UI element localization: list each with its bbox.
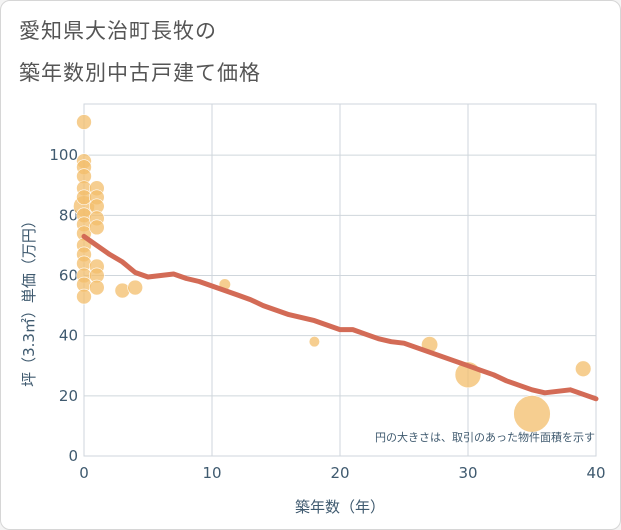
scatter-point: [575, 360, 592, 377]
x-tick-label: 20: [330, 464, 349, 482]
scatter-point: [308, 336, 321, 348]
x-tick-labels: 0 10 20 30 40: [79, 464, 605, 482]
scatter-point: [114, 282, 131, 299]
y-tick-label: 80: [59, 206, 78, 224]
y-axis-title: 坪（3.3㎡）単価（万円）: [20, 213, 38, 387]
x-tick-label: 10: [202, 464, 221, 482]
x-tick-label: 0: [79, 464, 89, 482]
y-tick-label: 20: [59, 387, 78, 405]
scatter-point: [127, 279, 143, 296]
x-axis-title: 築年数（年）: [295, 498, 385, 516]
chart-title-line-2: 築年数別中古戸建て価格: [19, 61, 261, 85]
x-tick-label: 30: [458, 464, 477, 482]
scatter-point: [89, 279, 105, 296]
y-tick-label: 0: [68, 447, 78, 465]
y-tick-label: 40: [59, 327, 78, 345]
size-note: 円の大きさは、取引のあった物件面積を示す: [375, 430, 595, 444]
scatter-point: [513, 395, 551, 433]
y-tick-labels: 0 20 40 60 80 100: [49, 146, 78, 465]
trend-line: [81, 233, 599, 402]
y-tick-label: 60: [59, 266, 78, 284]
chart-title-line-1: 愛知県大治町長牧の: [19, 19, 217, 43]
scatter-point: [76, 114, 92, 130]
x-tick-label: 40: [586, 464, 605, 482]
scatter-point: [89, 219, 105, 236]
scatter-point: [76, 288, 92, 305]
y-tick-label: 100: [49, 146, 78, 164]
